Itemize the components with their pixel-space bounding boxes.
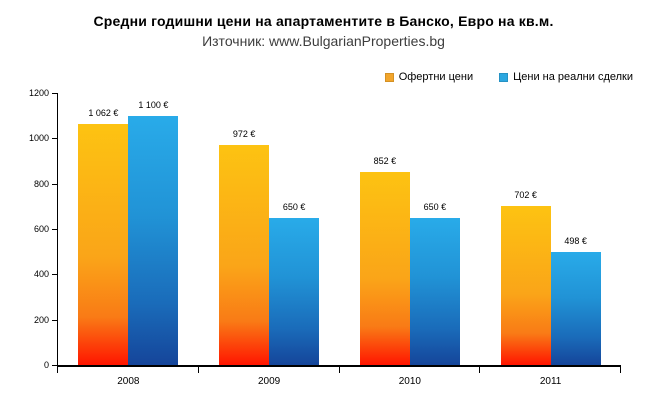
x-tick-mark — [620, 367, 621, 373]
y-tick-label: 0 — [43, 360, 49, 370]
bar-group-2008: 1 062 € 1 100 € — [58, 93, 199, 365]
offer-bar-column-2009: 972 € — [219, 93, 270, 365]
y-tick-mark — [52, 274, 58, 276]
offer-price-bar-2011 — [500, 205, 551, 365]
legend-label: Офертни цени — [398, 71, 474, 83]
deal-price-bar-2011 — [550, 252, 601, 365]
bar-groups: 1 062 € 1 100 € 972 € 650 € 852 € 650 € 702 € 4… — [58, 93, 621, 365]
bar-value-label: 1 062 € — [88, 108, 119, 119]
y-tick-mark — [52, 229, 58, 230]
bar-value-label: 650 € — [282, 201, 306, 212]
y-tick-mark — [52, 319, 58, 321]
x-axis-label: 2010 — [398, 376, 421, 387]
offer-price-bar-2009 — [219, 144, 270, 365]
deal-bar-column-2009: 650 € — [269, 93, 320, 365]
y-tick-label: 200 — [33, 314, 49, 325]
chart-title: Средни годишни цени на апартаментите в Б… — [93, 13, 554, 29]
x-axis-label: 2009 — [258, 376, 281, 387]
y-tick-label: 1000 — [28, 133, 49, 144]
x-axis-labels: 2008 2009 2010 2011 — [58, 376, 621, 387]
offer-bar-column-2010: 852 € — [359, 93, 410, 365]
bar-group-2011: 702 € 498 € — [480, 93, 621, 365]
x-tick-mark — [479, 367, 481, 373]
deal-bar-column-2011: 498 € — [550, 93, 601, 365]
deal-price-bar-2009 — [269, 217, 320, 365]
y-tick-mark — [52, 183, 58, 185]
bar-value-label: 498 € — [564, 236, 587, 247]
chart-subtitle: Източник: www.BulgarianProperties.bg — [202, 33, 445, 49]
offer-price-bar-2008 — [78, 124, 129, 365]
deal-bar-column-2008: 1 100 € — [128, 93, 179, 365]
y-tick-mark — [52, 138, 58, 140]
bar-group-2010: 852 € 650 € — [340, 93, 481, 365]
bar-value-label: 852 € — [373, 155, 397, 166]
y-tick-label: 1200 — [28, 88, 49, 98]
x-axis-label: 2008 — [117, 376, 140, 387]
y-tick-mark — [52, 365, 58, 366]
bar-value-label: 650 € — [423, 201, 447, 212]
offer-bar-column-2011: 702 € — [500, 93, 551, 365]
deal-price-bar-2010 — [409, 217, 460, 365]
bar-value-label: 1 100 € — [138, 99, 169, 110]
deal-price-bar-2008 — [128, 115, 179, 365]
chart-legend: Офертни цени Цени на реални сделки — [384, 71, 633, 83]
x-tick-mark — [197, 367, 199, 373]
x-tick-mark — [57, 367, 58, 373]
y-tick-label: 400 — [33, 269, 49, 280]
bar-group-2009: 972 € 650 € — [199, 93, 340, 365]
legend-swatch — [499, 72, 509, 82]
y-tick-label: 800 — [33, 178, 49, 189]
y-tick-label: 600 — [33, 224, 49, 234]
bar-value-label: 702 € — [514, 189, 537, 200]
legend-swatch — [384, 72, 394, 82]
plot-area: 0 200 400 600 800 1000 1200 1 062 € 1 100 € 972 €… — [29, 88, 621, 387]
y-tick-mark — [52, 93, 58, 94]
legend-item-deal-prices: Цени на реални сделки — [499, 71, 633, 83]
legend-label: Цени на реални сделки — [513, 71, 633, 83]
x-axis-label: 2011 — [539, 376, 562, 387]
offer-price-bar-2010 — [359, 171, 410, 365]
legend-item-offer-prices: Офертни цени — [384, 71, 474, 83]
deal-bar-column-2010: 650 € — [409, 93, 460, 365]
x-tick-mark — [338, 367, 340, 373]
offer-bar-column-2008: 1 062 € — [78, 93, 129, 365]
bar-value-label: 972 € — [232, 128, 256, 139]
